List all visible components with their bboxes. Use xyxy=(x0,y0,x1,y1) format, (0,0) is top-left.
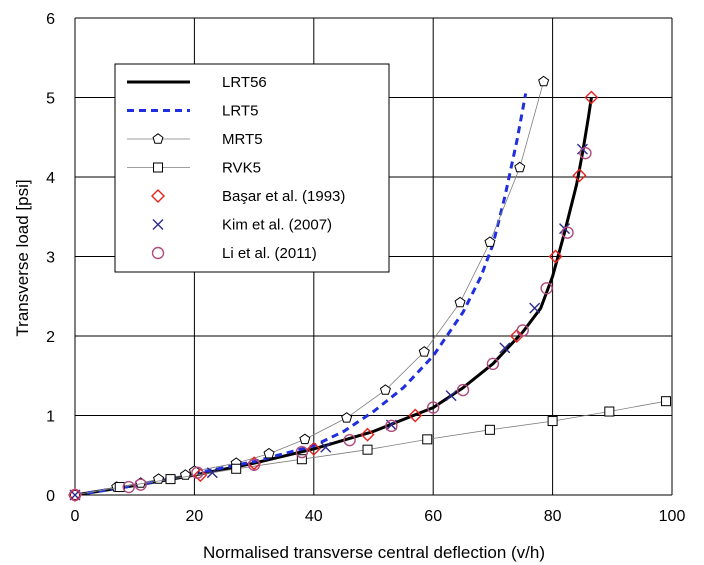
legend-label-rvk5: RVK5 xyxy=(222,160,261,177)
data-point-li-et-al-2011-1 xyxy=(122,480,135,494)
data-point-ba-ar-et-al-1993-8 xyxy=(572,168,587,183)
data-point-li-et-al-2011-11 xyxy=(516,324,529,337)
legend-item-lrt5: LRT5 xyxy=(127,103,258,120)
data-point-rvk5-2 xyxy=(165,474,176,485)
data-point-mrt5-12 xyxy=(454,296,466,308)
legend-item-ba-ar-et-al-1993: Başar et al. (1993) xyxy=(151,188,345,205)
data-point-ba-ar-et-al-1993-1 xyxy=(193,468,208,483)
data-point-rvk5-5 xyxy=(362,444,373,455)
legend-item-li-et-al-2011: Li et al. (2011) xyxy=(151,245,317,262)
data-point-kim-et-al-2007-0 xyxy=(69,489,81,501)
x-tick-label-2: 40 xyxy=(305,508,323,525)
series-line-mrt5 xyxy=(74,81,544,496)
data-point-rvk5-3 xyxy=(231,463,242,474)
y-tick-label-1: 1 xyxy=(46,409,55,426)
data-point-rvk5-8 xyxy=(547,416,558,427)
legend-label-lrt56: LRT56 xyxy=(222,74,267,91)
legend-marker-ba-ar-et-al-1993 xyxy=(151,189,165,203)
data-point-mrt5-14 xyxy=(514,161,526,173)
series-ba-ar-et-al-1993 xyxy=(68,90,599,502)
legend-marker-li-et-al-2011 xyxy=(151,246,165,260)
data-point-ba-ar-et-al-1993-9 xyxy=(584,90,599,105)
x-tick-label-3: 60 xyxy=(424,508,442,525)
data-point-li-et-al-2011-12 xyxy=(540,282,553,295)
data-point-mrt5-8 xyxy=(299,433,311,445)
data-point-li-et-al-2011-5 xyxy=(295,445,309,459)
series-rvk5 xyxy=(70,396,672,500)
legend-label-li-et-al-2011: Li et al. (2011) xyxy=(222,245,317,262)
data-point-kim-et-al-2007-4 xyxy=(445,390,457,402)
data-point-li-et-al-2011-8 xyxy=(427,401,440,414)
data-point-mrt5-9 xyxy=(341,412,353,423)
data-point-li-et-al-2011-10 xyxy=(486,357,500,371)
legend-label-ba-ar-et-al-1993: Başar et al. (1993) xyxy=(222,188,345,205)
data-point-rvk5-1 xyxy=(114,482,125,493)
data-point-li-et-al-2011-4 xyxy=(247,458,261,471)
data-point-rvk5-4 xyxy=(296,454,307,465)
data-point-li-et-al-2011-2 xyxy=(134,478,147,491)
legend-marker-rvk5 xyxy=(153,162,163,173)
legend-marker-kim-et-al-2007 xyxy=(152,219,164,230)
y-tick-label-4: 4 xyxy=(46,170,55,187)
data-point-ba-ar-et-al-1993-6 xyxy=(509,329,524,343)
x-tick-label-1: 20 xyxy=(186,508,204,525)
chart-series-layer xyxy=(68,75,672,502)
series-li-et-al-2011 xyxy=(68,146,592,502)
data-point-kim-et-al-2007-6 xyxy=(529,302,541,314)
y-axis-label: Transverse load [psi] xyxy=(13,179,32,336)
data-point-li-et-al-2011-3 xyxy=(191,466,204,479)
y-tick-label-0: 0 xyxy=(46,488,55,505)
legend-label-mrt5: MRT5 xyxy=(222,131,263,148)
data-point-kim-et-al-2007-1 xyxy=(206,467,218,479)
data-point-kim-et-al-2007-2 xyxy=(320,441,332,453)
x-tick-label-4: 80 xyxy=(544,508,562,525)
series-line-lrt5 xyxy=(74,93,528,497)
data-point-mrt5-15 xyxy=(538,75,550,87)
data-point-ba-ar-et-al-1993-4 xyxy=(360,427,375,442)
series-lrt5 xyxy=(74,93,528,497)
y-tick-label-6: 6 xyxy=(46,11,55,28)
data-point-li-et-al-2011-14 xyxy=(579,146,592,160)
data-point-li-et-al-2011-7 xyxy=(385,419,398,433)
x-tick-label-5: 100 xyxy=(659,508,686,525)
data-point-mrt5-4 xyxy=(179,469,191,480)
data-point-mrt5-13 xyxy=(484,236,496,247)
data-point-rvk5-6 xyxy=(422,434,433,445)
legend-item-kim-et-al-2007: Kim et al. (2007) xyxy=(152,217,332,234)
y-tick-label-5: 5 xyxy=(46,91,55,108)
x-tick-label-0: 0 xyxy=(71,508,80,525)
legend-label-kim-et-al-2007: Kim et al. (2007) xyxy=(222,217,332,234)
chart-tick-labels: 0 20 40 60 80 100 0 1 2 3 4 5 6 xyxy=(46,11,685,525)
legend-marker-mrt5 xyxy=(152,133,164,144)
data-point-li-et-al-2011-9 xyxy=(456,383,470,397)
legend-label-lrt5: LRT5 xyxy=(222,103,258,120)
data-point-ba-ar-et-al-1993-7 xyxy=(548,249,563,264)
y-tick-label-3: 3 xyxy=(46,250,55,267)
data-point-li-et-al-2011-0 xyxy=(68,488,82,502)
chart-legend: LRT56 LRT5 MRT5 RVK5 Başar et al. (1993) Kim … xyxy=(114,63,390,273)
data-point-ba-ar-et-al-1993-3 xyxy=(306,441,321,456)
data-point-kim-et-al-2007-5 xyxy=(499,342,511,354)
data-point-mrt5-10 xyxy=(379,384,391,395)
x-axis-label: Normalised transverse central deflection… xyxy=(203,543,545,562)
legend-item-mrt5: MRT5 xyxy=(127,131,263,148)
data-point-li-et-al-2011-6 xyxy=(343,433,356,447)
y-tick-label-2: 2 xyxy=(46,329,55,346)
data-point-rvk5-9 xyxy=(604,406,615,417)
data-point-mrt5-11 xyxy=(418,346,430,357)
legend-item-lrt56: LRT56 xyxy=(127,74,267,91)
data-point-rvk5-10 xyxy=(661,396,672,407)
data-point-rvk5-7 xyxy=(484,424,495,435)
data-point-ba-ar-et-al-1993-5 xyxy=(408,408,423,423)
data-point-li-et-al-2011-13 xyxy=(561,226,574,239)
legend-item-rvk5: RVK5 xyxy=(127,160,261,177)
data-point-mrt5-7 xyxy=(263,447,275,459)
